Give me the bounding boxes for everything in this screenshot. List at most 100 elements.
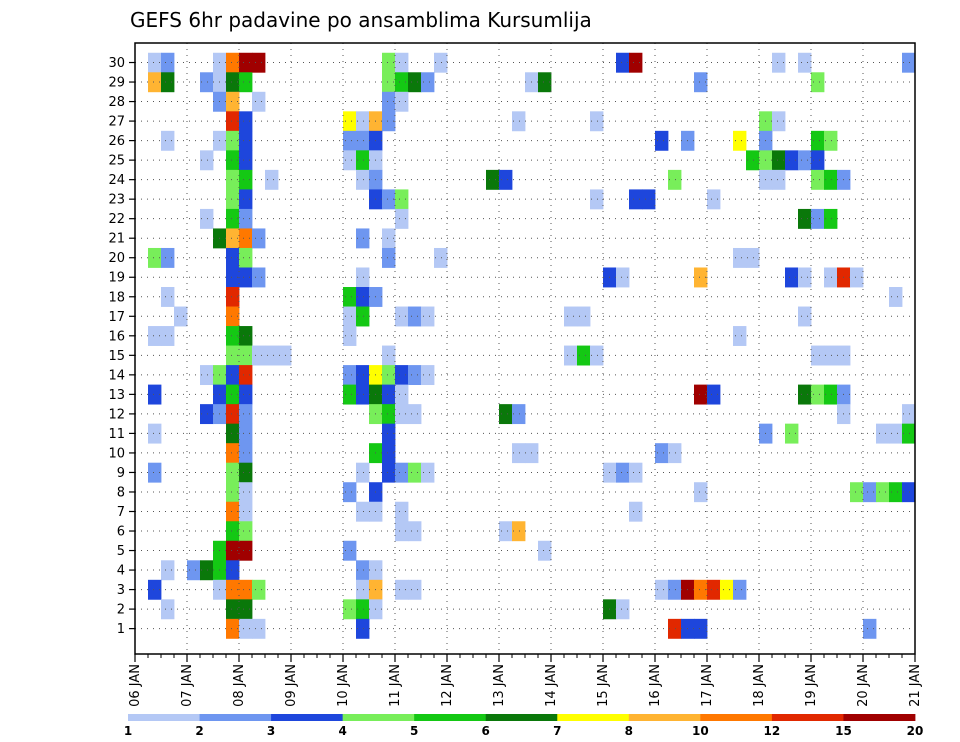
heatmap-cell xyxy=(226,599,240,620)
heatmap-cell xyxy=(239,208,253,229)
heatmap-cell xyxy=(577,345,591,366)
heatmap-cell xyxy=(538,540,552,561)
heatmap-cell xyxy=(356,501,370,522)
heatmap-cell xyxy=(226,326,240,346)
heatmap-cell xyxy=(226,52,240,73)
heatmap-cell xyxy=(239,540,253,561)
colorbar-label: 1 xyxy=(124,724,132,738)
heatmap-cell xyxy=(616,52,630,73)
heatmap-cell xyxy=(239,618,253,639)
heatmap-cell xyxy=(356,228,370,249)
heatmap-cell xyxy=(499,521,513,542)
heatmap-cell xyxy=(395,384,409,405)
colorbar-swatch xyxy=(485,714,558,721)
heatmap-cell xyxy=(239,365,253,386)
colorbar-label: 10 xyxy=(692,724,709,738)
heatmap-cell xyxy=(616,267,630,288)
heatmap-cell xyxy=(200,365,214,386)
heatmap-cell xyxy=(239,169,253,190)
heatmap-cell xyxy=(421,306,435,327)
heatmap-cell xyxy=(811,169,825,190)
heatmap-cell xyxy=(733,130,747,151)
heatmap-cell xyxy=(707,579,721,600)
heatmap-cell xyxy=(187,560,201,581)
y-tick-label: 1 xyxy=(117,622,125,637)
heatmap-cell xyxy=(408,72,422,93)
heatmap-cell xyxy=(668,443,682,464)
heatmap-cell xyxy=(239,423,253,444)
y-tick-label: 23 xyxy=(108,193,125,208)
heatmap-cell xyxy=(733,247,747,268)
colorbar-swatch xyxy=(342,714,415,721)
heatmap-cell xyxy=(798,384,812,405)
heatmap-cell xyxy=(200,560,214,581)
heatmap-cell xyxy=(239,599,253,620)
heatmap-cell xyxy=(356,365,370,386)
y-tick-label: 10 xyxy=(108,446,125,461)
heatmap-cell xyxy=(577,306,591,327)
heatmap-cell xyxy=(356,150,370,171)
heatmap-cell xyxy=(889,482,903,503)
y-tick-label: 8 xyxy=(117,485,125,500)
heatmap-cell xyxy=(798,208,812,229)
heatmap-cell xyxy=(226,365,240,386)
heatmap-cell xyxy=(876,482,890,503)
heatmap-cell xyxy=(343,482,357,503)
heatmap-cell xyxy=(239,228,253,249)
heatmap-cell xyxy=(356,384,370,405)
heatmap-cell xyxy=(824,384,838,405)
heatmap-cell xyxy=(772,150,786,171)
heatmap-cell xyxy=(798,150,812,171)
colorbar-swatch xyxy=(628,714,701,721)
heatmap-cell xyxy=(382,72,396,93)
y-tick-label: 16 xyxy=(108,329,125,344)
heatmap-cell xyxy=(434,247,448,268)
heatmap-cell xyxy=(746,150,760,171)
heatmap-cell xyxy=(824,267,838,288)
heatmap-cell xyxy=(382,462,396,483)
heatmap-cell xyxy=(811,150,825,171)
heatmap-cell xyxy=(148,423,162,444)
y-tick-label: 20 xyxy=(108,251,125,266)
y-tick-label: 25 xyxy=(108,154,125,169)
heatmap-cell xyxy=(382,365,396,386)
heatmap-cell xyxy=(226,150,240,171)
heatmap-cell xyxy=(733,326,747,346)
heatmap-cell xyxy=(161,72,175,93)
x-tick-label: 20 JAN xyxy=(856,664,871,707)
heatmap-cell xyxy=(356,579,370,600)
heatmap-cell xyxy=(499,404,513,425)
heatmap-cell xyxy=(226,169,240,190)
y-tick-label: 22 xyxy=(108,212,125,227)
colorbar-label: 6 xyxy=(482,724,490,738)
heatmap-cell xyxy=(200,72,214,93)
heatmap-cell xyxy=(486,169,500,190)
heatmap-cell xyxy=(707,189,721,210)
heatmap-cell xyxy=(239,189,253,210)
heatmap-cell xyxy=(889,287,903,307)
heatmap-cell xyxy=(226,462,240,483)
y-tick-label: 7 xyxy=(117,505,125,520)
colorbar-swatch xyxy=(700,714,773,721)
y-tick-label: 28 xyxy=(108,95,125,110)
heatmap-cell xyxy=(772,52,786,73)
heatmap-cell xyxy=(278,345,292,366)
heatmap-cell xyxy=(694,618,708,639)
colorbar: 1 2 3 4 5 6 7 8 10 12 15 20 xyxy=(124,714,923,738)
heatmap-cell xyxy=(512,443,526,464)
heatmap-cell xyxy=(772,169,786,190)
heatmap-cell xyxy=(902,404,916,425)
heatmap-cell xyxy=(382,91,396,112)
heatmap-cell xyxy=(226,111,240,132)
x-tick-label: 14 JAN xyxy=(544,664,559,707)
y-tick-label: 30 xyxy=(108,56,125,71)
heatmap-cell xyxy=(148,326,162,346)
y-tick-label: 21 xyxy=(108,232,125,247)
heatmap-cell xyxy=(226,130,240,151)
heatmap-cell xyxy=(824,169,838,190)
heatmap-cell xyxy=(811,72,825,93)
heatmap-cell xyxy=(408,306,422,327)
heatmap-cell xyxy=(239,52,253,73)
heatmap-cell xyxy=(694,72,708,93)
